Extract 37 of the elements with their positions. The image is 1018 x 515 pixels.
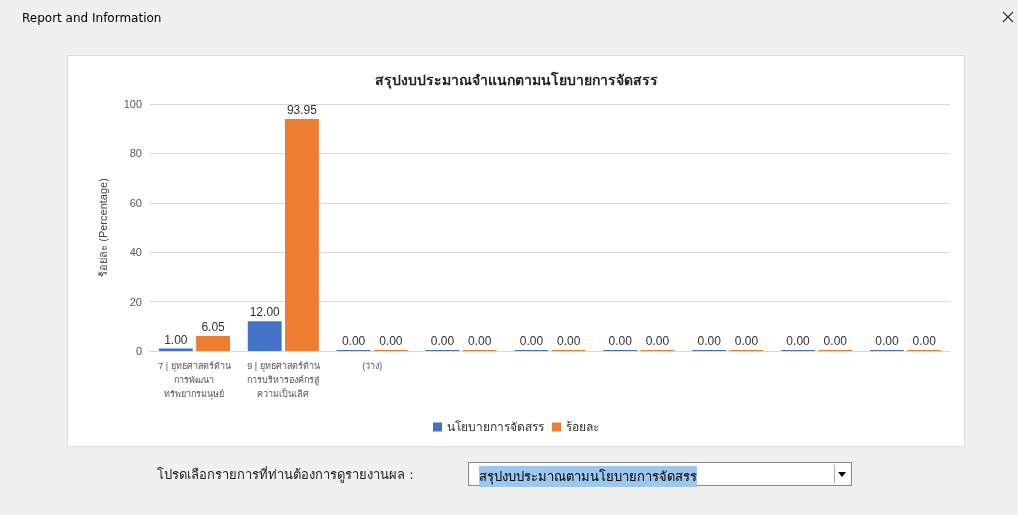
bar [247, 321, 282, 351]
data-label: 0.00 [379, 334, 403, 348]
data-label: 0.00 [875, 334, 899, 348]
legend-label: นโยบายการจัดสรร [447, 420, 545, 434]
data-label: 0.00 [430, 334, 455, 348]
text: โปรดเลือกรายการที่ท่านต้องการดูรายงานผล : [157, 465, 414, 485]
data-label: 1.00 [164, 332, 188, 347]
data-label: 0.00 [608, 334, 633, 348]
x-tick-label: 9 | ยุทธศาสตร์ด้าน การบริหารองค์กรสู่ ความเป็นเลิศ [247, 360, 321, 399]
data-label: 0.00 [519, 334, 544, 348]
text: Report and Information [22, 11, 162, 25]
chart-title: สรุปงบประมาณจำแนกตามนโยบายการจัดสรร [374, 71, 658, 89]
y-tick-label: 100 [123, 98, 142, 110]
x-tick-label: 7 | ยุทธศาสตร์ด้าน การพัฒนา ทรัพยากรมนุษย์ [158, 360, 231, 400]
text: สรุปงบประมาณตามนโยบายการจัดสรร [479, 466, 697, 487]
y-axis-title: ร้อยละ (Percentage) [96, 178, 109, 277]
y-tick-label: 20 [129, 295, 142, 308]
y-tick-label: 80 [129, 147, 142, 160]
data-label: 0.00 [697, 334, 722, 348]
data-label: 12.00 [249, 305, 281, 320]
data-label: 0.00 [786, 334, 811, 348]
x-tick-label: (ว่าง) [362, 361, 383, 371]
data-label: 0.00 [734, 334, 759, 348]
data-label: 0.00 [556, 334, 581, 348]
y-tick-label: 60 [129, 196, 142, 209]
data-label: 6.05 [201, 320, 226, 335]
data-label: 0.00 [341, 334, 366, 348]
y-tick-label: 0 [135, 345, 142, 357]
bar [196, 336, 230, 351]
data-label: 0.00 [823, 334, 848, 348]
data-label: 0.00 [912, 334, 937, 348]
data-label: 0.00 [645, 334, 670, 348]
bar [285, 118, 319, 351]
data-label: 93.95 [286, 102, 318, 117]
data-label: 0.00 [468, 334, 492, 348]
legend-label: ร้อยละ [566, 420, 599, 434]
y-tick-label: 40 [129, 246, 142, 259]
